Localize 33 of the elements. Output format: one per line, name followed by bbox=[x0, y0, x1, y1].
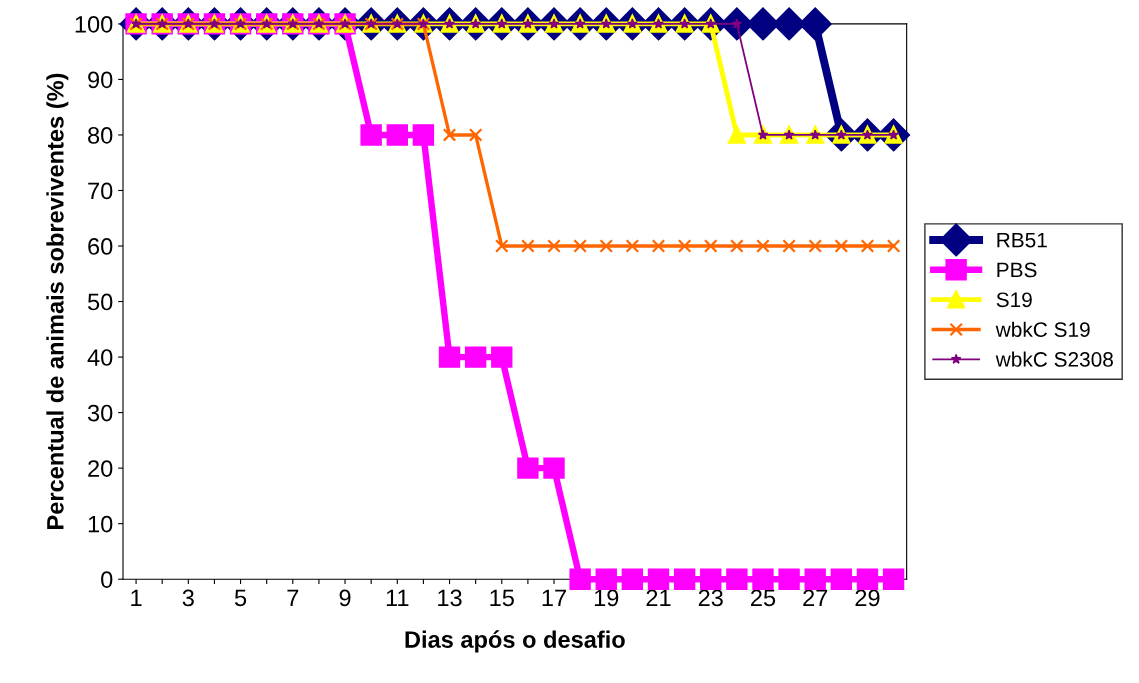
x-tick-label: 29 bbox=[855, 589, 880, 607]
x-tick-label: 9 bbox=[339, 589, 351, 607]
x-tick-label: 15 bbox=[490, 589, 514, 607]
x-tick-label: 7 bbox=[287, 589, 299, 607]
x-axis-title: Dias após o desafio bbox=[405, 630, 625, 653]
y-tick-label: 50 bbox=[87, 293, 113, 311]
x-tick-label: 19 bbox=[594, 589, 619, 607]
y-tick-label: 10 bbox=[88, 515, 113, 533]
y-axis-title: Percentual de animais sobreviventes (%) bbox=[46, 73, 69, 529]
legend-label: S19 bbox=[996, 292, 1032, 308]
y-tick-label: 40 bbox=[87, 349, 113, 366]
y-tick-label: 30 bbox=[87, 404, 113, 422]
x-tick-label: 27 bbox=[803, 589, 828, 607]
y-tick-label: 0 bbox=[101, 571, 113, 588]
x-tick-label: 5 bbox=[234, 589, 247, 607]
x-tick-label: 17 bbox=[542, 589, 566, 607]
y-tick-label: 80 bbox=[88, 127, 113, 144]
legend-label: wbkC S2308 bbox=[995, 351, 1113, 367]
legend-label: wbkC S19 bbox=[995, 321, 1090, 337]
y-tick-label: 100 bbox=[75, 15, 113, 33]
y-tick-label: 60 bbox=[88, 238, 113, 255]
x-tick-label: 3 bbox=[182, 589, 194, 607]
x-tick-label: 11 bbox=[386, 589, 409, 607]
legend-label: RB51 bbox=[997, 232, 1047, 248]
y-tick-label: 90 bbox=[88, 71, 113, 89]
x-tick-label: 13 bbox=[438, 589, 462, 607]
legend-label: PBS bbox=[997, 262, 1037, 278]
x-tick-label: 23 bbox=[698, 589, 723, 607]
y-tick-label: 20 bbox=[88, 460, 113, 477]
x-tick-label: 25 bbox=[751, 589, 776, 607]
x-tick-label: 21 bbox=[646, 589, 671, 607]
y-tick-label: 70 bbox=[88, 182, 113, 200]
x-tick-label: 1 bbox=[131, 589, 142, 607]
